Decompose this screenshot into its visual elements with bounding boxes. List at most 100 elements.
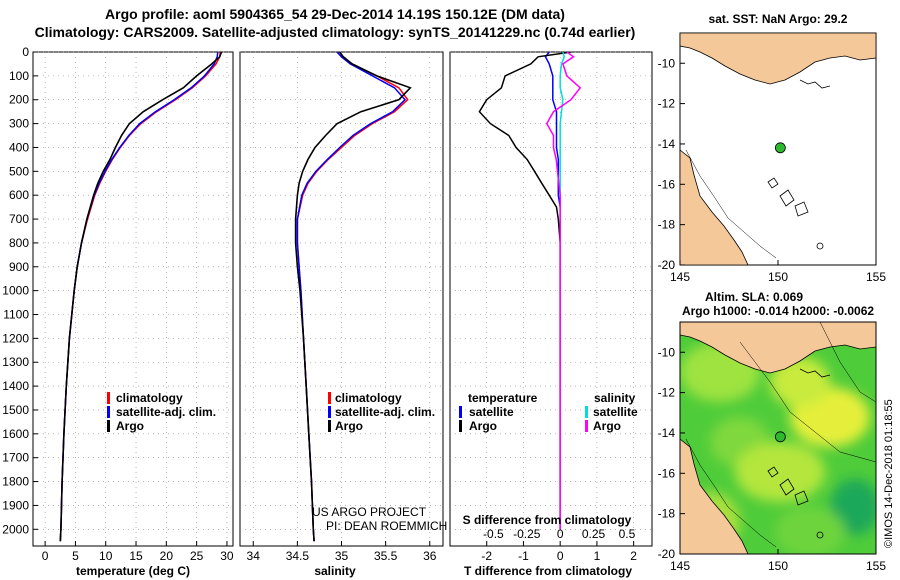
figure-title-line1: Argo profile: aoml 5904365_54 29-Dec-201… bbox=[105, 6, 565, 22]
x-tick-label: 30 bbox=[220, 549, 234, 563]
legend-satellite-label: satellite-adj. clim. bbox=[335, 405, 435, 419]
difference-legend: temperature satellite Argo salinity sate… bbox=[459, 391, 638, 433]
depth-tick-label: 200 bbox=[9, 93, 29, 107]
legend-argo-marker bbox=[328, 420, 331, 432]
sla-map-subtitle: Argo h1000: -0.014 h2000: -0.0062 bbox=[682, 304, 874, 318]
lat-tick-label: -12 bbox=[658, 386, 676, 400]
lat-tick-label: -20 bbox=[658, 258, 676, 272]
legend-satellite-marker bbox=[107, 406, 110, 418]
temperature-xlabel: temperature (deg C) bbox=[76, 564, 190, 578]
x-tick-label: 0 bbox=[557, 549, 564, 563]
x-tick-label: 0 bbox=[42, 549, 49, 563]
depth-tick-label: 900 bbox=[9, 260, 29, 274]
depth-tick-label: 1000 bbox=[2, 284, 29, 298]
depth-tick-label: 2000 bbox=[2, 522, 29, 536]
lon-tick-label: 150 bbox=[768, 270, 788, 284]
secondary-x-tick-label: 0.25 bbox=[582, 527, 606, 541]
legend-t-argo-marker bbox=[459, 420, 462, 432]
australia-landmass bbox=[679, 149, 749, 266]
x-tick-label: 15 bbox=[129, 549, 143, 563]
depth-tick-label: 500 bbox=[9, 164, 29, 178]
x-tick-label: 34.5 bbox=[286, 549, 310, 563]
depth-tick-label: 1300 bbox=[2, 355, 29, 369]
legend-climatology-marker bbox=[107, 392, 110, 404]
lat-tick-label: -18 bbox=[658, 218, 676, 232]
coral-sea-reef-2 bbox=[779, 189, 795, 207]
depth-tick-label: 700 bbox=[9, 212, 29, 226]
legend-s-satellite-label: satellite bbox=[593, 405, 638, 419]
depth-tick-label: 1100 bbox=[3, 308, 29, 322]
series-argo-line bbox=[294, 52, 412, 542]
legend-s-argo-marker bbox=[585, 420, 588, 432]
x-tick-label: -2 bbox=[481, 549, 492, 563]
figure-title-line2: Climatology: CARS2009. Satellite-adjuste… bbox=[35, 24, 636, 40]
series-s-argo-line bbox=[545, 52, 582, 530]
depth-tick-label: 1900 bbox=[2, 498, 29, 512]
argo-float-marker bbox=[774, 431, 786, 443]
salinity-plot-area bbox=[239, 51, 444, 547]
depth-tick-label: 300 bbox=[9, 117, 29, 131]
depth-tick-label: 800 bbox=[9, 236, 29, 250]
x-tick-label: 20 bbox=[160, 549, 174, 563]
x-tick-label: 34 bbox=[247, 549, 261, 563]
sla-map-area bbox=[680, 322, 876, 554]
salinity-legend: climatology satellite-adj. clim. Argo bbox=[328, 391, 435, 433]
depth-tick-label: 100 bbox=[9, 69, 29, 83]
legend-satellite-marker bbox=[328, 406, 331, 418]
legend-temperature-title: temperature bbox=[468, 391, 538, 405]
sla-map: Altim. SLA: 0.069 Argo h1000: -0.014 h20… bbox=[658, 290, 895, 573]
lat-tick-label: -16 bbox=[658, 466, 676, 480]
new-guinea-landmass bbox=[680, 322, 876, 374]
australia-landmass bbox=[680, 438, 749, 554]
lon-tick-label: 145 bbox=[670, 559, 690, 573]
lon-tick-label: 155 bbox=[866, 559, 886, 573]
coral-sea-reef-3 bbox=[794, 490, 809, 506]
lon-tick-label: 155 bbox=[866, 270, 886, 284]
secondary-x-tick-label: -0.5 bbox=[483, 527, 504, 541]
depth-tick-label: 1400 bbox=[2, 379, 29, 393]
lat-tick-label: -10 bbox=[658, 345, 676, 359]
s-difference-xlabel: S difference from climatology bbox=[463, 513, 632, 527]
lon-tick-label: 150 bbox=[768, 559, 788, 573]
credit-line1: US ARGO PROJECT bbox=[312, 505, 427, 519]
sla-contour-2 bbox=[819, 322, 876, 403]
coral-sea-reef-1 bbox=[767, 177, 779, 189]
sst-map: sat. SST: NaN Argo: 29.2 145 150 155 -10 -12… bbox=[658, 12, 887, 284]
x-tick-label: 2 bbox=[630, 549, 637, 563]
legend-s-satellite-marker bbox=[585, 406, 588, 418]
difference-panel: -2 -1 0 1 2 -0.5 -0.25 0 0.25 0.5 temperature sa… bbox=[449, 51, 653, 578]
legend-salinity-title: salinity bbox=[594, 391, 636, 405]
lat-tick-label: -16 bbox=[658, 177, 676, 191]
series-argo-line bbox=[59, 52, 223, 542]
coral-sea-cay bbox=[816, 531, 824, 539]
depth-tick-label: 600 bbox=[9, 188, 29, 202]
shelf-contour bbox=[685, 149, 777, 259]
legend-t-satellite-marker bbox=[459, 406, 462, 418]
sla-map-title: Altim. SLA: 0.069 bbox=[705, 290, 803, 304]
depth-tick-label: 1600 bbox=[2, 427, 29, 441]
x-tick-label: 35.5 bbox=[374, 549, 398, 563]
temperature-plot-area bbox=[32, 51, 234, 547]
x-tick-label: 1 bbox=[594, 549, 601, 563]
sla-contour-1 bbox=[739, 341, 876, 463]
depth-tick-label: 1700 bbox=[2, 451, 29, 465]
difference-plot-area bbox=[449, 51, 653, 547]
lat-tick-label: -14 bbox=[658, 137, 676, 151]
legend-argo-label: Argo bbox=[116, 419, 144, 433]
temperature-legend: climatology satellite-adj. clim. Argo bbox=[107, 391, 216, 433]
sst-map-land bbox=[679, 32, 877, 266]
depth-tick-label: 400 bbox=[9, 140, 29, 154]
secondary-x-tick-label: -0.25 bbox=[513, 527, 541, 541]
louisiade-islands bbox=[799, 79, 831, 89]
louisiade-islands bbox=[799, 368, 831, 378]
depth-tick-label: 1800 bbox=[2, 475, 29, 489]
legend-argo-marker bbox=[107, 420, 110, 432]
lon-tick-label: 145 bbox=[670, 270, 690, 284]
argo-float-marker bbox=[774, 142, 786, 154]
legend-t-satellite-label: satellite bbox=[469, 405, 514, 419]
x-tick-label: 5 bbox=[72, 549, 79, 563]
legend-climatology-label: climatology bbox=[116, 391, 183, 405]
secondary-x-tick-label: 0.5 bbox=[619, 527, 636, 541]
x-tick-label: 25 bbox=[190, 549, 204, 563]
